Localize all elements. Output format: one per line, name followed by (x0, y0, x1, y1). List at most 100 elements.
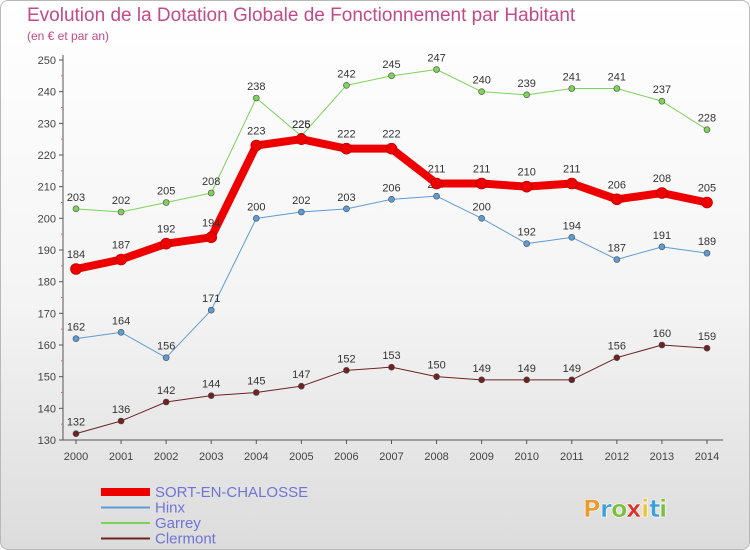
data-label-clermont: 149 (563, 363, 581, 375)
legend-label-hinx: Hinx (155, 500, 186, 517)
data-label-clermont: 145 (247, 376, 265, 388)
data-label-clermont: 153 (382, 350, 400, 362)
data-point-sort-en-chalosse (295, 133, 308, 145)
data-label-hinx: 162 (67, 322, 85, 334)
x-tick-label: 2002 (154, 451, 178, 463)
data-label-hinx: 200 (472, 201, 490, 213)
data-point-garrey (523, 91, 531, 99)
x-tick-label: 2004 (244, 451, 268, 463)
data-label-clermont: 142 (157, 385, 175, 397)
x-tick-label: 2012 (605, 451, 629, 463)
data-label-sort-en-chalosse: 208 (653, 173, 671, 185)
y-tick-label: 210 (38, 182, 56, 194)
data-point-hinx (478, 215, 485, 222)
data-point-sort-en-chalosse (250, 139, 263, 152)
data-label-clermont: 147 (292, 369, 310, 381)
data-label-sort-en-chalosse: 206 (608, 179, 626, 191)
y-tick-label: 230 (38, 118, 56, 130)
data-point-garrey (658, 97, 666, 105)
x-tick-label: 2014 (695, 451, 719, 463)
y-tick-label: 180 (38, 277, 56, 289)
x-tick-label: 2013 (650, 451, 674, 463)
x-tick-label: 2006 (334, 451, 358, 463)
data-label-garrey: 245 (382, 59, 400, 71)
data-label-garrey: 226 (292, 119, 310, 131)
data-point-hinx (568, 234, 576, 241)
data-label-sort-en-chalosse: 184 (67, 249, 85, 261)
logo-letter: i (659, 495, 667, 523)
data-point-garrey (72, 205, 80, 213)
data-point-clermont (703, 344, 711, 352)
data-label-garrey: 208 (202, 176, 220, 188)
data-label-sort-en-chalosse: 187 (112, 240, 130, 252)
data-label-hinx: 191 (653, 230, 671, 242)
logo-letter: i (641, 495, 649, 523)
data-label-hinx: 156 (157, 341, 175, 353)
data-point-clermont (658, 341, 666, 349)
data-point-garrey (703, 126, 711, 133)
data-point-hinx (72, 335, 80, 342)
data-point-sort-en-chalosse (565, 177, 578, 190)
data-label-clermont: 152 (337, 353, 355, 365)
data-label-hinx: 192 (518, 227, 536, 239)
data-label-garrey: 203 (67, 192, 85, 204)
data-point-sort-en-chalosse (656, 187, 668, 199)
data-point-garrey (162, 199, 170, 206)
data-label-hinx: 164 (112, 315, 130, 327)
data-point-clermont (162, 398, 170, 406)
y-tick-label: 220 (38, 150, 56, 162)
y-tick-label: 160 (38, 340, 56, 352)
x-tick-label: 2011 (560, 451, 584, 463)
data-label-clermont: 156 (608, 341, 626, 353)
data-label-clermont: 132 (67, 417, 85, 429)
data-point-hinx (523, 240, 531, 247)
data-label-sort-en-chalosse: 223 (247, 126, 265, 138)
data-point-garrey (252, 94, 260, 102)
data-label-sort-en-chalosse: 211 (563, 164, 581, 176)
data-point-garrey (343, 82, 350, 89)
chart-subtitle: (en € et par an) (27, 29, 110, 43)
data-point-hinx (162, 354, 170, 361)
data-label-clermont: 159 (698, 331, 716, 343)
data-point-sort-en-chalosse (430, 177, 443, 190)
logo-letter: P (583, 495, 601, 523)
data-point-hinx (207, 306, 215, 314)
data-point-garrey (568, 85, 576, 92)
y-tick-label: 140 (38, 403, 56, 415)
data-label-garrey: 205 (157, 186, 175, 198)
y-tick-label: 130 (38, 435, 56, 447)
legend-label-sort-en-chalosse: SORT-EN-CHALOSSE (155, 484, 308, 501)
data-point-hinx (703, 249, 711, 257)
data-label-sort-en-chalosse: 211 (473, 164, 491, 176)
data-label-garrey: 242 (337, 68, 355, 80)
y-tick-label: 190 (38, 245, 56, 257)
y-tick-label: 170 (38, 308, 56, 320)
data-label-hinx: 189 (698, 236, 716, 248)
data-point-garrey (478, 88, 485, 95)
logo-letter: t (649, 495, 660, 523)
data-label-garrey: 240 (472, 75, 490, 87)
data-label-garrey: 202 (112, 195, 130, 207)
data-point-clermont (117, 417, 125, 425)
data-label-clermont: 160 (653, 328, 671, 340)
data-point-sort-en-chalosse (475, 177, 488, 190)
data-label-hinx: 194 (563, 220, 581, 232)
data-label-garrey: 228 (698, 113, 716, 125)
data-point-sort-en-chalosse (115, 253, 127, 266)
data-point-sort-en-chalosse (611, 193, 623, 206)
data-label-garrey: 241 (563, 72, 581, 84)
data-point-clermont (252, 389, 260, 396)
data-point-hinx (388, 196, 395, 203)
data-point-clermont (388, 363, 395, 371)
data-label-garrey: 237 (653, 84, 671, 96)
data-label-hinx: 203 (337, 192, 355, 204)
data-label-sort-en-chalosse: 210 (518, 167, 536, 179)
data-point-sort-en-chalosse (701, 196, 713, 209)
data-label-garrey: 247 (427, 53, 445, 65)
data-label-sort-en-chalosse: 222 (337, 129, 355, 141)
data-label-garrey: 238 (247, 81, 265, 93)
x-tick-label: 2009 (469, 451, 493, 463)
x-tick-label: 2007 (379, 451, 403, 463)
